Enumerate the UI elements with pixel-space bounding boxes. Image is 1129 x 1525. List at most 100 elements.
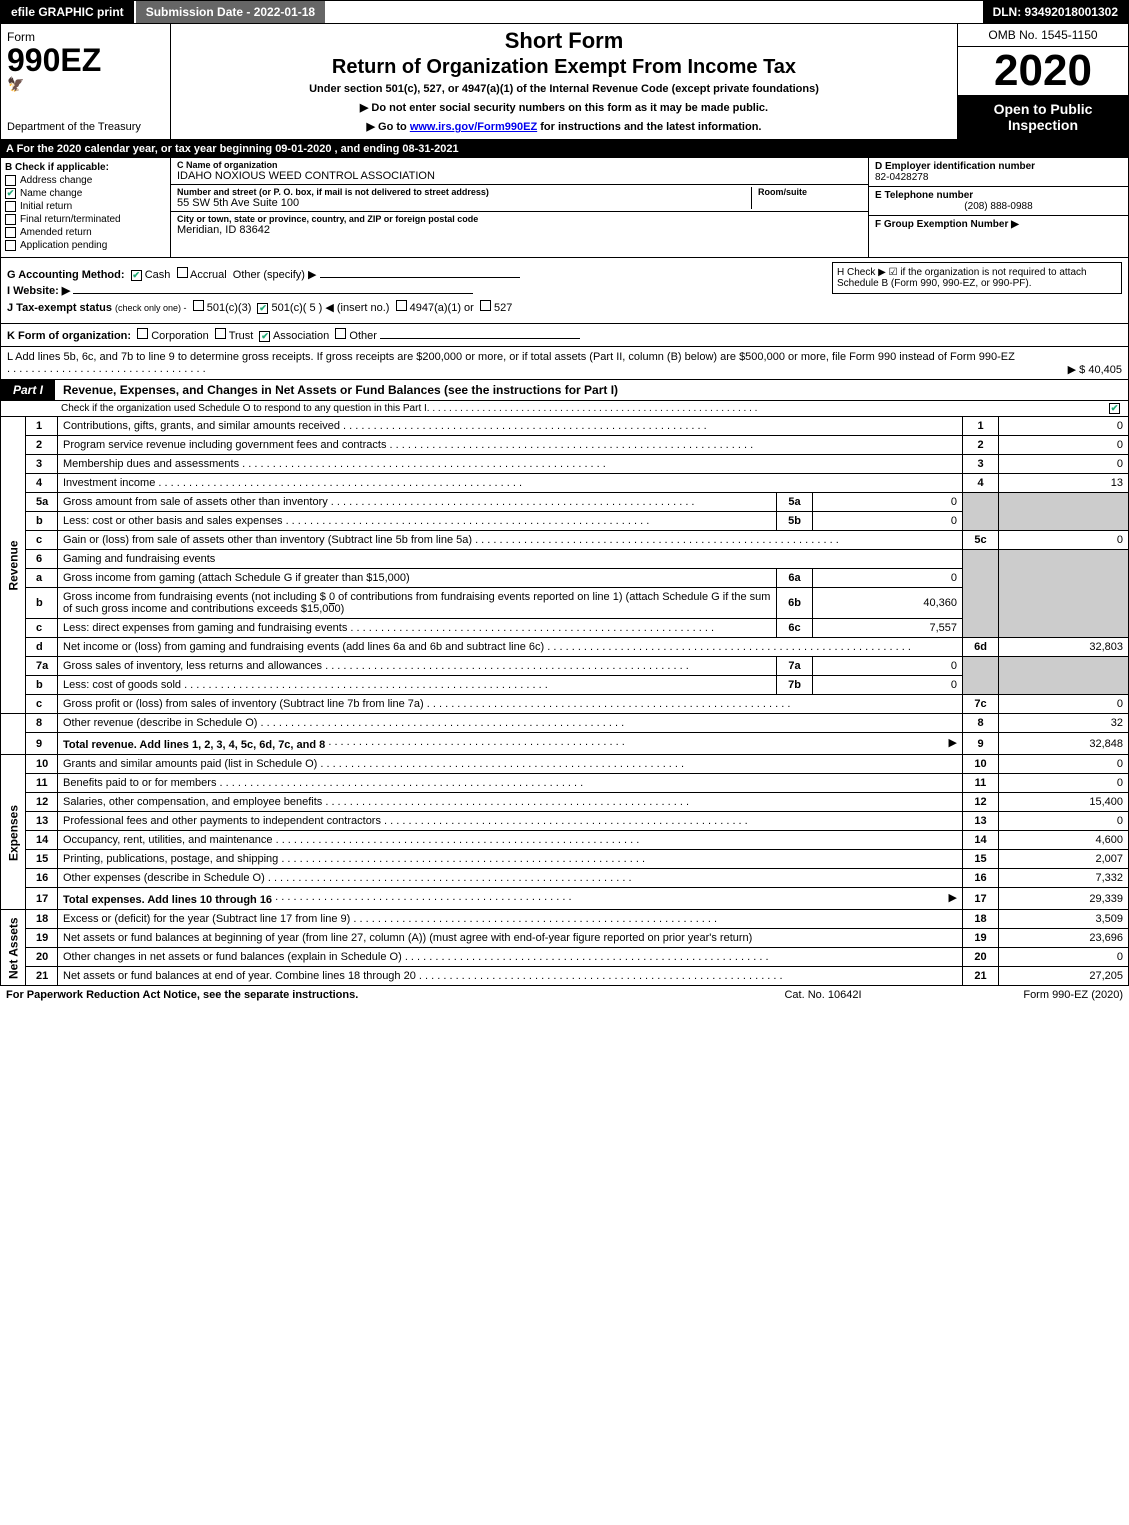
l5b-num: b bbox=[26, 512, 58, 531]
l4-val: 13 bbox=[999, 474, 1129, 493]
cb-address-change[interactable] bbox=[5, 175, 16, 186]
line-8: 8 Other revenue (describe in Schedule O)… bbox=[1, 714, 1129, 733]
line-5c: c Gain or (loss) from sale of assets oth… bbox=[1, 531, 1129, 550]
l14-num: 14 bbox=[26, 831, 58, 850]
line-11: 11 Benefits paid to or for members 11 0 bbox=[1, 774, 1129, 793]
cb-accrual[interactable] bbox=[177, 267, 188, 278]
l6d-desc: Net income or (loss) from gaming and fun… bbox=[58, 638, 963, 657]
k-other-input[interactable] bbox=[380, 338, 580, 339]
l9-val: 32,848 bbox=[999, 733, 1129, 755]
l5a-desc: Gross amount from sale of assets other t… bbox=[58, 493, 777, 512]
cb-other[interactable] bbox=[335, 328, 346, 339]
l2-num: 2 bbox=[26, 436, 58, 455]
l6d-num: d bbox=[26, 638, 58, 657]
l21-num: 21 bbox=[26, 967, 58, 986]
i-label: I Website: ▶ bbox=[7, 285, 70, 297]
c-name-value: IDAHO NOXIOUS WEED CONTROL ASSOCIATION bbox=[177, 170, 862, 182]
row-j: J Tax-exempt status (check only one) - 5… bbox=[7, 300, 1122, 314]
l6a-num: a bbox=[26, 569, 58, 588]
l5c-col: 5c bbox=[963, 531, 999, 550]
l5ab-grey-v bbox=[999, 493, 1129, 531]
l14-desc: Occupancy, rent, utilities, and maintena… bbox=[58, 831, 963, 850]
line-18: Net Assets 18 Excess or (deficit) for th… bbox=[1, 910, 1129, 929]
lbl-amended-return: Amended return bbox=[20, 227, 92, 238]
eagle-icon: 🦅 bbox=[7, 76, 164, 93]
cb-501c[interactable]: ✔ bbox=[257, 303, 268, 314]
j-sub: (check only one) - bbox=[115, 303, 187, 313]
l16-col: 16 bbox=[963, 869, 999, 888]
l5c-desc: Gain or (loss) from sale of assets other… bbox=[58, 531, 963, 550]
l12-col: 12 bbox=[963, 793, 999, 812]
cb-527[interactable] bbox=[480, 300, 491, 311]
cb-assoc[interactable]: ✔ bbox=[259, 331, 270, 342]
line-20: 20 Other changes in net assets or fund b… bbox=[1, 948, 1129, 967]
cb-corp[interactable] bbox=[137, 328, 148, 339]
cb-amended-return[interactable] bbox=[5, 227, 16, 238]
i-website-input[interactable] bbox=[73, 293, 473, 294]
l18-col: 18 bbox=[963, 910, 999, 929]
l5a-sn: 5a bbox=[777, 493, 813, 512]
l6a-sn: 6a bbox=[777, 569, 813, 588]
c-room-label: Room/suite bbox=[758, 187, 862, 197]
line-5b: b Less: cost or other basis and sales ex… bbox=[1, 512, 1129, 531]
rev-side-cont bbox=[1, 714, 26, 755]
b-label: B Check if applicable: bbox=[5, 162, 166, 173]
l9-desc: Total revenue. Add lines 1, 2, 3, 4, 5c,… bbox=[63, 739, 325, 751]
l9-dots bbox=[328, 736, 628, 748]
l15-val: 2,007 bbox=[999, 850, 1129, 869]
l11-col: 11 bbox=[963, 774, 999, 793]
l17-num: 17 bbox=[26, 888, 58, 910]
l4-col: 4 bbox=[963, 474, 999, 493]
l-text: L Add lines 5b, 6c, and 7b to line 9 to … bbox=[7, 351, 1015, 363]
l9-col: 9 bbox=[963, 733, 999, 755]
l18-num: 18 bbox=[26, 910, 58, 929]
l19-val: 23,696 bbox=[999, 929, 1129, 948]
d-ein: 82-0428278 bbox=[875, 172, 1122, 183]
cb-4947[interactable] bbox=[396, 300, 407, 311]
line-1: Revenue 1 Contributions, gifts, grants, … bbox=[1, 417, 1129, 436]
cb-schedule-o[interactable]: ✔ bbox=[1109, 403, 1120, 414]
l5a-num: 5a bbox=[26, 493, 58, 512]
l6b-d1: Gross income from fundraising events (no… bbox=[63, 591, 326, 603]
line-10: Expenses 10 Grants and similar amounts p… bbox=[1, 755, 1129, 774]
header-left: Form 990EZ 🦅 Department of the Treasury bbox=[1, 24, 171, 139]
efile-print-button[interactable]: efile GRAPHIC print bbox=[1, 1, 136, 23]
cb-trust[interactable] bbox=[215, 328, 226, 339]
irs-link[interactable]: www.irs.gov/Form990EZ bbox=[410, 121, 537, 133]
l7a-num: 7a bbox=[26, 657, 58, 676]
bullet-goto: ▶ Go to www.irs.gov/Form990EZ for instru… bbox=[179, 120, 949, 133]
g-other-input[interactable] bbox=[320, 277, 520, 278]
l17-col: 17 bbox=[963, 888, 999, 910]
cb-501c3[interactable] bbox=[193, 300, 204, 311]
l6-grey bbox=[963, 550, 999, 638]
l7c-num: c bbox=[26, 695, 58, 714]
l5ab-grey bbox=[963, 493, 999, 531]
l3-desc: Membership dues and assessments bbox=[58, 455, 963, 474]
l7b-sv: 0 bbox=[813, 676, 963, 695]
cb-initial-return[interactable] bbox=[5, 201, 16, 212]
cb-application-pending[interactable] bbox=[5, 240, 16, 251]
cb-final-return[interactable] bbox=[5, 214, 16, 225]
l6c-sv: 7,557 bbox=[813, 619, 963, 638]
l9-arrow: ▶ bbox=[949, 736, 957, 749]
l11-num: 11 bbox=[26, 774, 58, 793]
l7b-num: b bbox=[26, 676, 58, 695]
l-dots bbox=[7, 363, 207, 375]
k-label: K Form of organization: bbox=[7, 330, 131, 342]
cb-name-change[interactable]: ✔ bbox=[5, 188, 16, 199]
l12-num: 12 bbox=[26, 793, 58, 812]
cb-cash[interactable]: ✔ bbox=[131, 270, 142, 281]
lbl-initial-return: Initial return bbox=[20, 201, 72, 212]
l20-val: 0 bbox=[999, 948, 1129, 967]
l1-num: 1 bbox=[26, 417, 58, 436]
line-6d: d Net income or (loss) from gaming and f… bbox=[1, 638, 1129, 657]
form-number: 990EZ bbox=[7, 44, 164, 76]
j-527: 527 bbox=[494, 302, 512, 314]
part1-tab: Part I bbox=[1, 380, 55, 400]
lbl-name-change: Name change bbox=[20, 188, 82, 199]
l7c-val: 0 bbox=[999, 695, 1129, 714]
row-l: L Add lines 5b, 6c, and 7b to line 9 to … bbox=[0, 347, 1129, 380]
l18-val: 3,509 bbox=[999, 910, 1129, 929]
k-trust: Trust bbox=[229, 330, 254, 342]
omb-number: OMB No. 1545-1150 bbox=[958, 24, 1128, 47]
